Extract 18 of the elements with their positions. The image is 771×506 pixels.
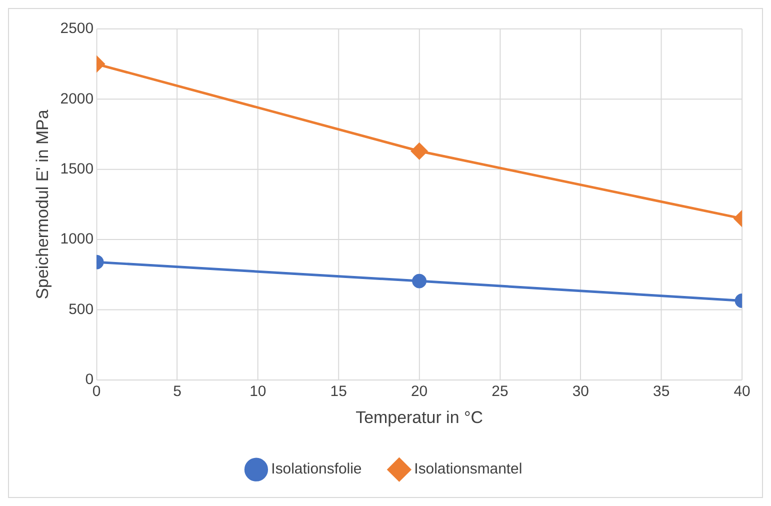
y-tick-label: 2500 [60, 20, 94, 38]
x-tick-label: 25 [492, 383, 508, 400]
y-axis-title: Speichermodul E' in MPa [32, 109, 52, 300]
y-tick-label: 1000 [60, 230, 94, 248]
legend-label: Isolationsmantel [414, 460, 522, 478]
x-tick-label: 35 [653, 383, 670, 400]
y-tick-label: 0 [85, 371, 94, 388]
y-tick-label: 1500 [60, 160, 94, 178]
x-tick-label: 10 [250, 383, 266, 400]
x-tick-label: 20 [410, 383, 428, 400]
x-tick-label: 30 [572, 383, 589, 400]
x-tick-label: 5 [173, 383, 182, 400]
legend-label: Isolationsfolie [271, 460, 362, 478]
x-tick-label: 40 [734, 383, 750, 400]
y-tick-label: 2000 [60, 90, 94, 108]
x-tick-label: 15 [330, 383, 347, 400]
x-axis-title: Temperatur in °C [356, 408, 483, 427]
y-tick-label: 500 [68, 300, 94, 318]
